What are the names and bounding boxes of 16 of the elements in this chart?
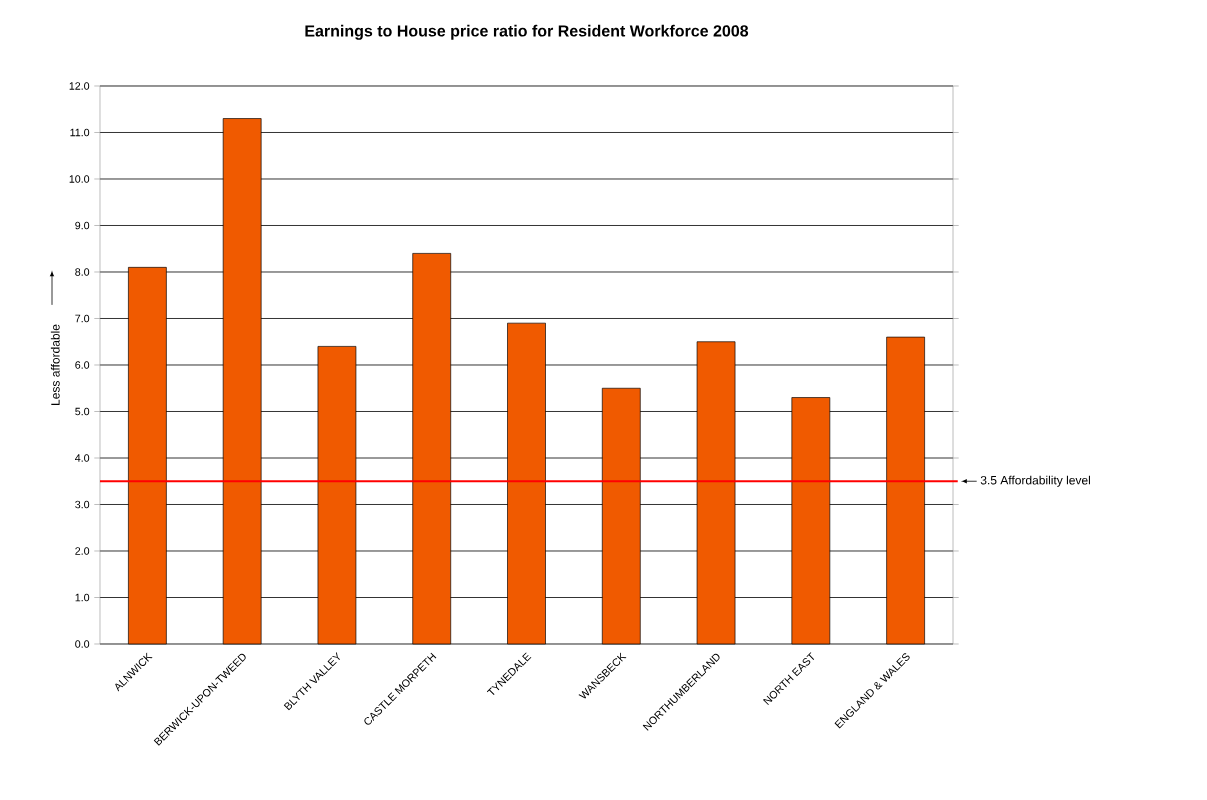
y-tick-label: 8.0	[75, 268, 90, 276]
y-tick-label: 10.0	[69, 175, 90, 183]
y-tick-label: 0.0	[75, 640, 90, 648]
y-tick-label: 9.0	[75, 221, 90, 230]
ref-line-label: 3.5 Affordability level	[980, 475, 1090, 487]
y-tick-label: 1.0	[75, 593, 90, 602]
y-tick-label: 6.0	[75, 361, 90, 369]
y-tick-label: 11.0	[70, 128, 90, 137]
chart-title: Earnings to House price ratio for Resident Workforce 2008	[305, 24, 749, 40]
y-axis-title: Less affordable	[50, 324, 60, 405]
y-tick-label: 2.0	[75, 547, 90, 555]
y-tick-label: 7.0	[75, 314, 90, 323]
y-tick-label: 12.0	[69, 82, 90, 90]
y-tick-label: 5.0	[75, 407, 90, 416]
y-tick-label: 4.0	[75, 454, 90, 462]
y-tick-label: 3.0	[75, 500, 90, 509]
